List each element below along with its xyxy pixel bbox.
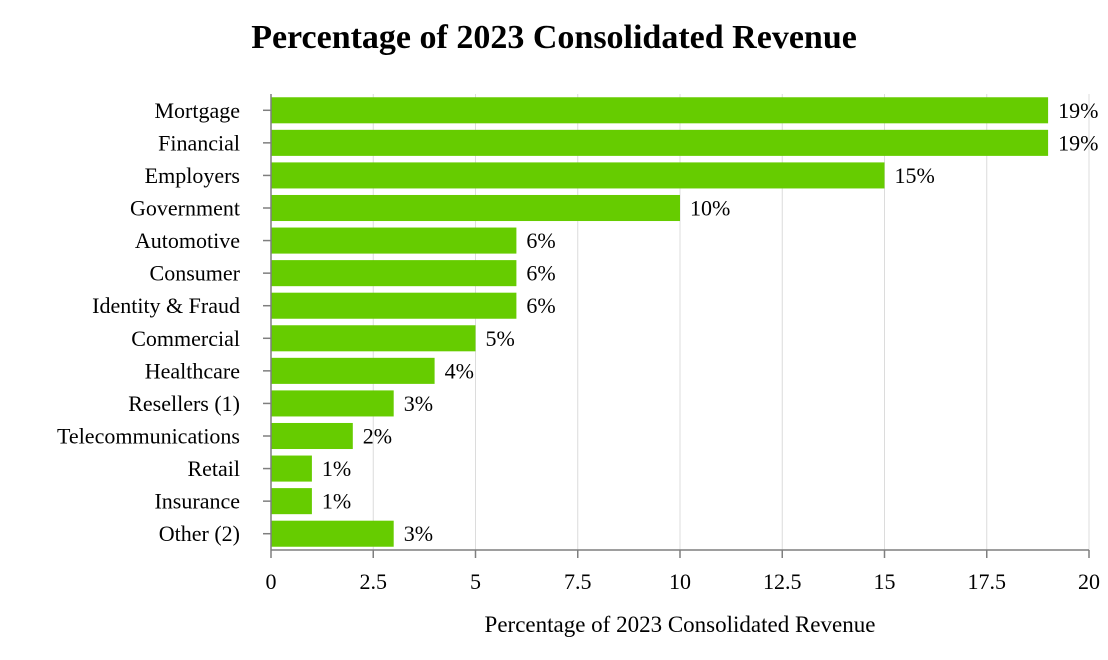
x-axis-title: Percentage of 2023 Consolidated Revenue — [485, 612, 876, 637]
x-tick-label: 20 — [1078, 569, 1100, 594]
data-label: 19% — [1058, 130, 1098, 155]
category-label: Employers — [145, 163, 240, 188]
bars — [271, 97, 1049, 547]
category-label: Retail — [187, 456, 240, 481]
bar-retail — [271, 455, 312, 482]
data-label: 3% — [404, 391, 433, 416]
category-label: Healthcare — [145, 358, 240, 383]
bar-employers — [271, 162, 885, 189]
bar-mortgage — [271, 97, 1049, 124]
data-label: 6% — [526, 293, 555, 318]
x-tick-label: 0 — [266, 569, 277, 594]
category-labels: Mortgage Financial Employers Government Auto… — [57, 98, 241, 546]
data-label: 6% — [526, 228, 555, 253]
category-label: Other (2) — [159, 521, 240, 546]
data-label: 1% — [322, 489, 351, 514]
bar-telecommunications — [271, 422, 353, 450]
bar-government — [271, 194, 680, 222]
category-label: Consumer — [150, 261, 241, 286]
data-label: 3% — [404, 521, 433, 546]
x-tick-label: 2.5 — [360, 569, 388, 594]
data-label: 15% — [895, 163, 935, 188]
axes — [263, 94, 1090, 558]
data-label: 10% — [690, 196, 730, 221]
category-label: Mortgage — [154, 98, 240, 123]
bar-other-2 — [271, 520, 394, 547]
category-label: Resellers (1) — [128, 391, 240, 416]
data-labels: 19% 19% 15% 10% 6% 6% 6% 5% 4% 3% 2% 1% 1% 3% — [322, 98, 1099, 546]
data-label: 6% — [526, 261, 555, 286]
category-label: Government — [130, 196, 240, 221]
bar-insurance — [271, 488, 312, 515]
x-tick-label: 10 — [669, 569, 691, 594]
data-label: 5% — [486, 326, 515, 351]
bar-resellers-1 — [271, 390, 394, 417]
category-label: Financial — [158, 130, 240, 155]
category-label: Insurance — [154, 489, 240, 514]
x-tick-label: 7.5 — [564, 569, 592, 594]
data-label: 2% — [363, 424, 392, 449]
bar-commercial — [271, 325, 476, 352]
category-label: Commercial — [131, 326, 240, 351]
bar-healthcare — [271, 357, 435, 384]
data-label: 4% — [445, 358, 474, 383]
chart-title: Percentage of 2023 Consolidated Revenue — [251, 19, 857, 56]
data-label: 19% — [1058, 98, 1098, 123]
category-label: Telecommunications — [57, 424, 240, 449]
x-tick-label: 5 — [470, 569, 481, 594]
x-tick-label: 15 — [874, 569, 896, 594]
x-tick-label: 17.5 — [968, 569, 1007, 594]
bar-consumer — [271, 260, 517, 287]
category-label: Automotive — [135, 228, 240, 253]
x-tick-labels: 0 2.5 5 7.5 10 12.5 15 17.5 20 — [266, 569, 1101, 594]
category-label: Identity & Fraud — [92, 293, 240, 318]
bar-financial — [271, 129, 1049, 156]
x-tick-label: 12.5 — [763, 569, 802, 594]
bar-automotive — [271, 227, 517, 254]
data-label: 1% — [322, 456, 351, 481]
bar-identity-fraud — [271, 292, 517, 319]
